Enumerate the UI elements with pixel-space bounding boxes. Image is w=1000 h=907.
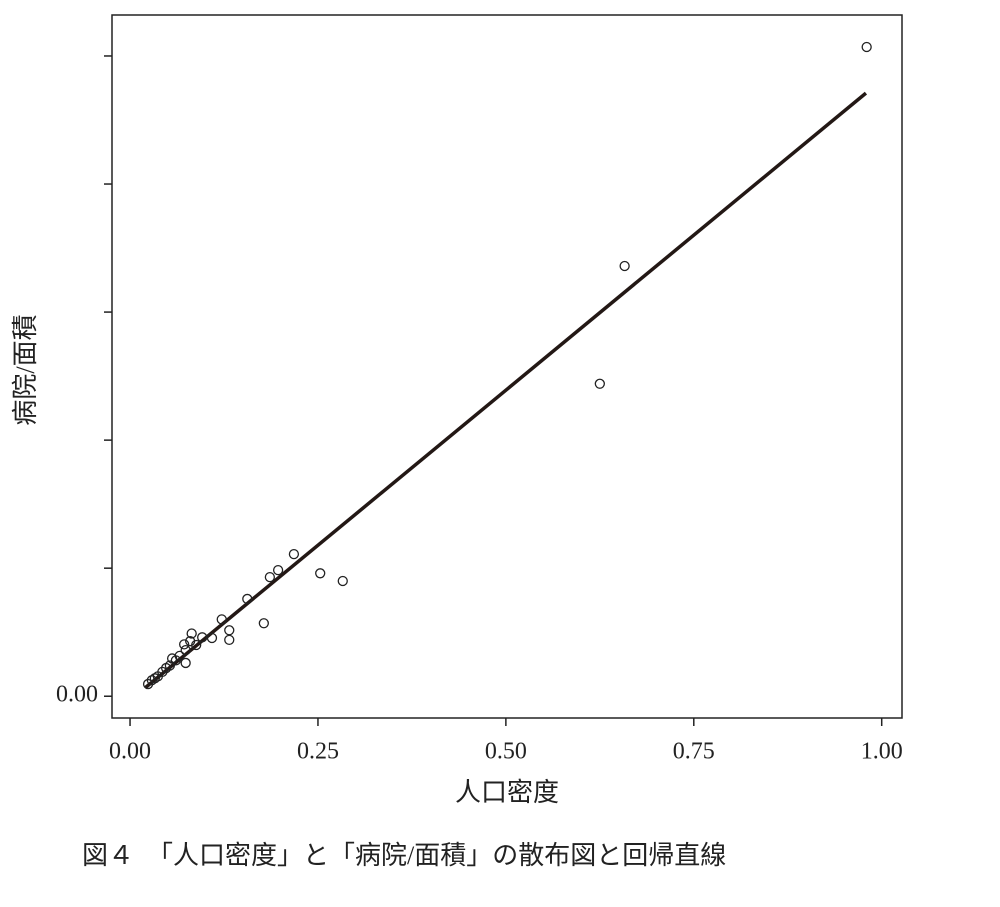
scatter-point [258, 618, 269, 629]
scatter-point [594, 378, 605, 389]
scatter-point [337, 575, 348, 587]
scatter-point [186, 628, 197, 639]
scatter-point [288, 548, 300, 560]
plot-frame [111, 14, 903, 719]
scatter-point [224, 634, 235, 646]
scatter-point [619, 260, 630, 272]
x-tick-label: 0.25 [297, 739, 339, 765]
caption: 図４ 「人口密度」と「病院/面積」の散布図と回帰直線 [82, 841, 726, 870]
x-tick-label: 1.00 [861, 739, 903, 765]
scatter-point [206, 632, 218, 644]
scatter-point [179, 639, 190, 650]
x-tick-label: 0.75 [673, 739, 715, 765]
scatter-point [224, 625, 235, 636]
scatter-point [861, 41, 872, 53]
y-tick-label: 0.00 [56, 682, 98, 708]
scatter-point [197, 632, 208, 643]
scatter-point [272, 564, 284, 576]
scatter-point [264, 571, 275, 583]
scatter-point [315, 568, 326, 579]
scatter-point [166, 653, 178, 664]
x-tick-label: 0.50 [485, 739, 527, 765]
scatter-point [180, 657, 191, 669]
x-tick-label: 0.00 [109, 739, 151, 765]
regression-line [143, 91, 868, 690]
scatter-point [142, 678, 154, 690]
scatter-point [242, 593, 253, 605]
y-axis-label: 病院/面積 [11, 314, 40, 425]
scatter-point [149, 673, 160, 684]
x-axis-label: 人口密度 [455, 778, 559, 807]
scatter-point [185, 636, 196, 647]
scatter-point [180, 644, 191, 656]
scatter-point [216, 614, 227, 625]
